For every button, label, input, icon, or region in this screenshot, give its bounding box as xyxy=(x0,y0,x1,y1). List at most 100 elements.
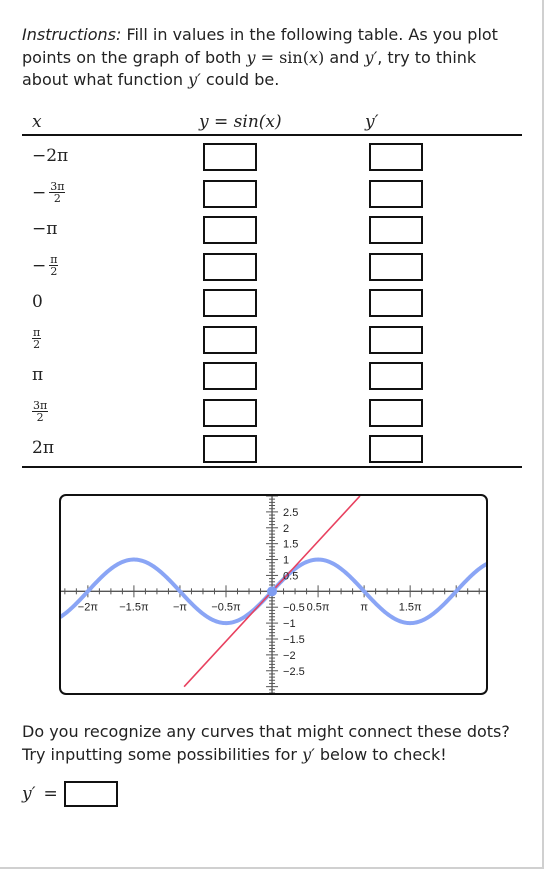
y-tick-label: 1 xyxy=(283,555,289,567)
x-value-cell: −π xyxy=(32,211,57,248)
x-numerator: π xyxy=(32,326,42,340)
y-tick-label: 1.5 xyxy=(283,539,298,551)
x-value-cell: 3π 2 xyxy=(32,394,49,431)
sin-value-input[interactable] xyxy=(203,289,257,317)
plotted-point xyxy=(267,586,278,597)
instructions-part2: and xyxy=(324,47,365,67)
prompt-text: Do you recognize any curves that might c… xyxy=(22,721,522,766)
sin-value-input[interactable] xyxy=(203,325,257,354)
eq-close: ) xyxy=(318,47,325,67)
eq-equals: = sin( xyxy=(255,47,309,67)
yprime-value-input[interactable] xyxy=(369,362,423,390)
y-tick-label: −1 xyxy=(283,618,296,630)
sin-value-input[interactable] xyxy=(203,179,257,208)
x-value-cell: − π 2 xyxy=(32,248,59,285)
sin-value-input[interactable] xyxy=(203,435,257,463)
x-fraction: 3π 2 xyxy=(32,399,49,425)
table-header: x y = sin(x) y′ xyxy=(22,110,522,136)
table-row: 0 xyxy=(22,284,522,321)
sin-value-input[interactable] xyxy=(203,143,257,171)
answer-equals: = xyxy=(43,784,58,804)
x-value-cell: π xyxy=(32,357,43,394)
y-tick-label: 2 xyxy=(283,523,289,535)
instructions-label: Instructions: xyxy=(22,25,122,44)
table-row: π xyxy=(22,357,522,394)
x-denominator: 2 xyxy=(33,338,41,352)
y-tick-label: −1.5 xyxy=(283,634,305,646)
answer-label: y′ xyxy=(22,784,36,804)
x-value-cell: 0 xyxy=(32,284,43,321)
graph-canvas[interactable]: −2π −1.5π −π −0.5π 0.5π π 1.5π 2.5 2 1.5 1 0.5 −0.5 −… xyxy=(61,496,486,693)
x-value: 2π xyxy=(32,438,54,459)
x-tick-label: −0.5π xyxy=(211,601,241,613)
instructions-text: Instructions: Fill in values in the foll… xyxy=(22,24,522,92)
table-row: −3π 2 xyxy=(22,175,522,212)
x-value: π xyxy=(32,365,44,386)
yprime-value-input[interactable] xyxy=(369,143,423,171)
prompt-part1: Do you recognize any curves that might c… xyxy=(22,722,510,764)
x-numerator: π xyxy=(49,253,59,267)
sin-value-input[interactable] xyxy=(203,362,257,390)
x-value-cell: −2π xyxy=(32,138,68,175)
x-tick-label: −π xyxy=(173,601,187,613)
graph-panel[interactable]: −2π −1.5π −π −0.5π 0.5π π 1.5π 2.5 2 1.5 1 0.5 −0.5 −… xyxy=(59,494,488,695)
sin-value-input[interactable] xyxy=(203,398,257,427)
x-denominator: 2 xyxy=(36,411,44,425)
y-tick-label: 2.5 xyxy=(283,507,298,519)
x-sign: − xyxy=(32,255,47,276)
y-tick-label: 0.5 xyxy=(283,570,298,582)
table-row: −π xyxy=(22,211,522,248)
x-tick-label: 0.5π xyxy=(307,601,330,613)
x-sign: − xyxy=(32,182,47,203)
yprime-value-input[interactable] xyxy=(369,252,423,281)
x-value: −2π xyxy=(32,146,69,167)
table-bottom-rule xyxy=(22,466,522,468)
header-x: x xyxy=(32,112,42,132)
x-tick-label: −1.5π xyxy=(119,601,149,613)
x-fraction: 3π 2 xyxy=(49,181,66,206)
eq-y: y xyxy=(246,47,256,67)
x-numerator: 3π xyxy=(32,399,49,413)
yprime-value-input[interactable] xyxy=(369,216,423,244)
y-tick-label: −2 xyxy=(283,650,296,662)
yprime-value-input[interactable] xyxy=(369,289,423,317)
yprime-value-input[interactable] xyxy=(369,325,423,354)
yprime-symbol-2: y′ xyxy=(188,70,201,89)
x-value: −π xyxy=(32,219,58,240)
yprime-value-input[interactable] xyxy=(369,179,423,208)
eq-x: x xyxy=(308,47,318,67)
x-tick-label: 1.5π xyxy=(399,601,422,613)
values-table: −2π −3π 2 −π − π 2 0 π 2 π 3π 2 2π xyxy=(22,138,522,467)
answer-row: y′ = xyxy=(22,781,118,807)
x-denominator: 2 xyxy=(53,192,61,206)
table-row: −2π xyxy=(22,138,522,175)
x-value: 0 xyxy=(32,292,43,313)
y-tick-label: −0.5 xyxy=(283,602,305,614)
instructions-part3: , try to think about what function xyxy=(22,47,477,90)
x-value-cell: −3π 2 xyxy=(32,175,66,212)
equation-sine: y = sin(x) xyxy=(246,48,324,67)
x-tick-label: −2π xyxy=(78,601,99,613)
y-tick-label: −2.5 xyxy=(283,666,305,678)
x-tick-label: π xyxy=(360,601,368,613)
table-row: 3π 2 xyxy=(22,394,522,431)
instructions-part1: Fill in values in the following table. A… xyxy=(22,25,498,67)
yprime-value-input[interactable] xyxy=(369,398,423,427)
prompt-part2: below to check! xyxy=(314,744,447,764)
header-y-prime: y′ xyxy=(365,112,379,132)
sin-value-input[interactable] xyxy=(203,252,257,281)
x-value-cell: 2π xyxy=(32,430,54,467)
yprime-value-input[interactable] xyxy=(369,435,423,463)
yprime-symbol: y′ xyxy=(364,47,378,67)
header-y-sin: y = sin(x) xyxy=(199,112,282,132)
table-row: − π 2 xyxy=(22,248,522,285)
sin-value-input[interactable] xyxy=(203,216,257,244)
x-denominator: 2 xyxy=(50,265,58,279)
instructions-part4: could be. xyxy=(200,70,280,89)
yprime-answer-input[interactable] xyxy=(63,781,118,807)
